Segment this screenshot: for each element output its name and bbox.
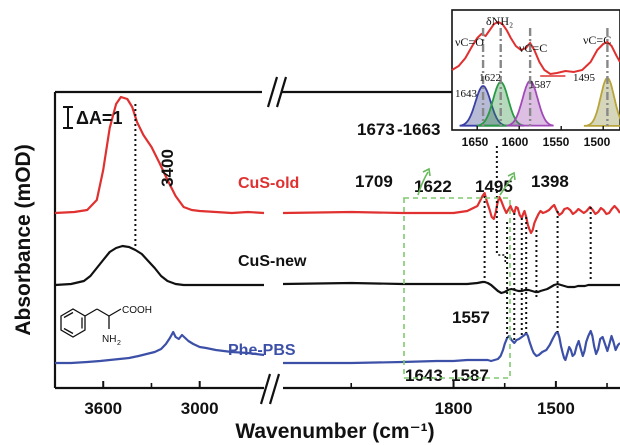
inset-band-label: νC=O xyxy=(455,35,484,49)
peak-marker-step xyxy=(498,254,507,262)
inset-fit-component xyxy=(459,85,507,127)
series-name-cus-new: CuS-new xyxy=(238,253,307,270)
series-name-phe-pbs: Phe-PBS xyxy=(228,342,296,359)
inset-band-label: δNH₂ xyxy=(486,14,513,28)
inset-x-tick: 1600 xyxy=(502,135,529,149)
x-tick-label: 3600 xyxy=(84,399,122,418)
series-line-cus-new xyxy=(282,280,620,295)
inset-band-value: 1643 xyxy=(455,88,478,100)
peak-label-1673: 1673 xyxy=(357,120,395,139)
peak-label-1643: 1643 xyxy=(405,366,443,385)
series-line-cus-new xyxy=(54,244,264,287)
inset-band-value: 1587 xyxy=(529,79,552,91)
series-line-phe-pbs xyxy=(283,329,620,365)
peak-label-1663: -1663 xyxy=(397,120,440,139)
peak-label-1709: 1709 xyxy=(355,172,393,191)
inset-band-label: νC=C xyxy=(583,33,611,47)
axis-break-marks xyxy=(259,76,288,405)
peak-label-3400: 3400 xyxy=(158,149,177,187)
series-line-cus-old xyxy=(282,191,620,235)
y-axis-title: Absorbance (mOD) xyxy=(12,144,35,335)
series-line-cus-old xyxy=(54,95,265,215)
axes-frame xyxy=(53,90,620,390)
inset-arrows xyxy=(417,167,516,196)
nh2-label: NH xyxy=(102,334,116,345)
inset-band-label: νC=C xyxy=(519,41,547,55)
x-tick-label: 3000 xyxy=(181,399,219,418)
peak-label-1587: 1587 xyxy=(451,366,489,385)
series-line-phe-pbs xyxy=(55,330,265,365)
peak-label-1622: 1622 xyxy=(414,177,452,196)
scale-bar xyxy=(63,106,73,129)
scale-bar-label: ΔA=1 xyxy=(76,108,122,128)
x-tick-label: 1800 xyxy=(435,399,473,418)
phenylalanine-structure xyxy=(60,308,122,338)
inset: 1650 1600 1550 1500 νC=O δNH₂ νC=C νC=C … xyxy=(451,9,620,149)
series-name-cus-old: CuS-old xyxy=(238,175,299,192)
inset-frame xyxy=(451,9,620,131)
inset-band-value: 1495 xyxy=(573,72,596,84)
highlight-box xyxy=(403,197,511,379)
peak-label-1398: 1398 xyxy=(531,172,569,191)
x-axis-title: Wavenumber (cm⁻¹) xyxy=(235,420,434,443)
inset-x-tick: 1500 xyxy=(584,135,611,149)
inset-x-tick: 1650 xyxy=(462,135,489,149)
x-tick-label: 1500 xyxy=(537,399,575,418)
peak-label-1557: 1557 xyxy=(452,308,490,327)
peak-label-1495: 1495 xyxy=(475,177,513,196)
inset-band-value: 1622 xyxy=(479,72,501,84)
cooh-label: COOH xyxy=(122,305,152,316)
inset-x-tick: 1550 xyxy=(543,135,570,149)
nh2-subscript: 2 xyxy=(117,340,121,347)
